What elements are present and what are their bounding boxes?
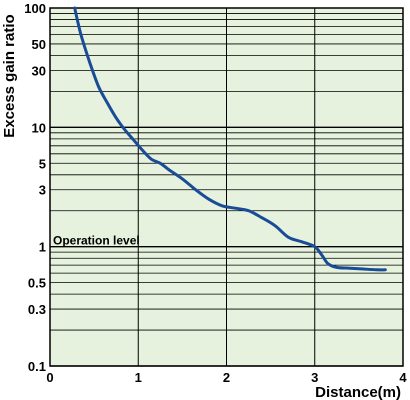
- x-tick-label: 3: [311, 370, 318, 385]
- y-tick-label: 0.1: [28, 359, 46, 374]
- excess-gain-series-line: [73, 6, 387, 272]
- x-tick-label: 1: [135, 370, 142, 385]
- x-tick-label: 2: [223, 370, 230, 385]
- y-tick-label: 5: [39, 156, 46, 171]
- y-tick-label: 100: [24, 1, 46, 16]
- y-tick-label: 50: [32, 37, 46, 52]
- y-axis-title: Excess gain ratio: [1, 14, 18, 137]
- x-tick-label: 4: [399, 370, 407, 385]
- y-tick-label: 10: [32, 120, 46, 135]
- x-tick-label: 0: [46, 370, 53, 385]
- x-tick-labels: 0 1 2 3 4: [46, 370, 407, 385]
- y-tick-labels: 100 50 30 10 5 3 1 0.5 0.3 0.1: [24, 1, 46, 374]
- x-axis-title: Distance(m): [315, 384, 401, 400]
- operation-level-label: Operation level: [53, 234, 140, 248]
- plot-frame: [49, 7, 404, 367]
- y-tick-label: 30: [32, 63, 46, 78]
- y-tick-label: 0.5: [28, 276, 46, 291]
- y-tick-label: 0.3: [28, 302, 46, 317]
- y-tick-label: 1: [39, 240, 46, 255]
- y-tick-label: 3: [39, 183, 46, 198]
